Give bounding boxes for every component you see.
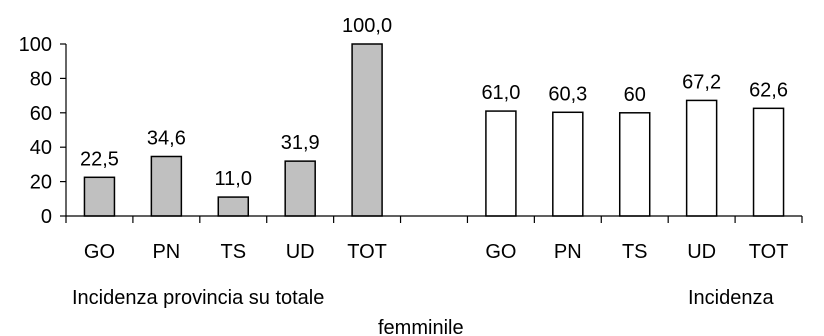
x-category-label: UD	[286, 241, 315, 263]
bars: 22,5 34,6 11,0 31,9 100,0 61,0 60,3 60 67,2 62,6	[80, 15, 788, 217]
x-category-label: GO	[485, 241, 516, 263]
bar-1-ud	[284, 160, 316, 217]
y-tick-label: 100	[19, 34, 52, 56]
x-category-label: TS	[622, 241, 648, 263]
bar-2-ts	[618, 112, 651, 217]
group-label-1: Incidenza provincia su totale	[72, 287, 324, 309]
data-label: 11,0	[215, 168, 252, 190]
x-category-label: TOT	[347, 241, 387, 263]
x-category-label: UD	[687, 241, 716, 263]
bar-2-pn	[552, 111, 584, 217]
y-tick-label: 80	[30, 68, 52, 90]
bar-1-ts	[217, 196, 250, 217]
x-category-label: PN	[554, 241, 582, 263]
data-label: 60,3	[548, 83, 587, 105]
y-tick-label: 20	[30, 172, 52, 194]
x-category-label: TOT	[749, 241, 789, 263]
data-label: 60	[624, 84, 646, 106]
y-tick-label: 60	[30, 103, 52, 125]
bar-2-go	[485, 110, 517, 217]
data-label: 61,0	[481, 82, 520, 104]
footer-label: femminile	[378, 317, 464, 336]
data-label: 31,9	[281, 132, 320, 154]
data-label: 67,2	[682, 71, 721, 93]
data-label: 100,0	[342, 15, 392, 37]
y-tick-label: 40	[30, 137, 52, 159]
x-category-label: PN	[152, 241, 180, 263]
x-category-label: GO	[84, 241, 115, 263]
x-axis: GO PN TS UD TOT GO PN TS UD TOT	[65, 215, 803, 263]
bar-1-tot	[351, 43, 383, 217]
bar-1-go	[83, 176, 116, 217]
data-label: 62,6	[749, 79, 788, 101]
data-label: 22,5	[80, 148, 119, 170]
y-tick-label: 0	[41, 206, 52, 228]
bar-2-tot	[752, 107, 785, 217]
data-label: 34,6	[147, 127, 186, 149]
bar-2-ud	[685, 99, 718, 217]
y-axis: 0 20 40 60 80 100	[19, 34, 67, 228]
x-category-label: TS	[220, 241, 246, 263]
group-label-2: Incidenza	[688, 287, 774, 309]
bar-1-pn	[150, 155, 183, 217]
